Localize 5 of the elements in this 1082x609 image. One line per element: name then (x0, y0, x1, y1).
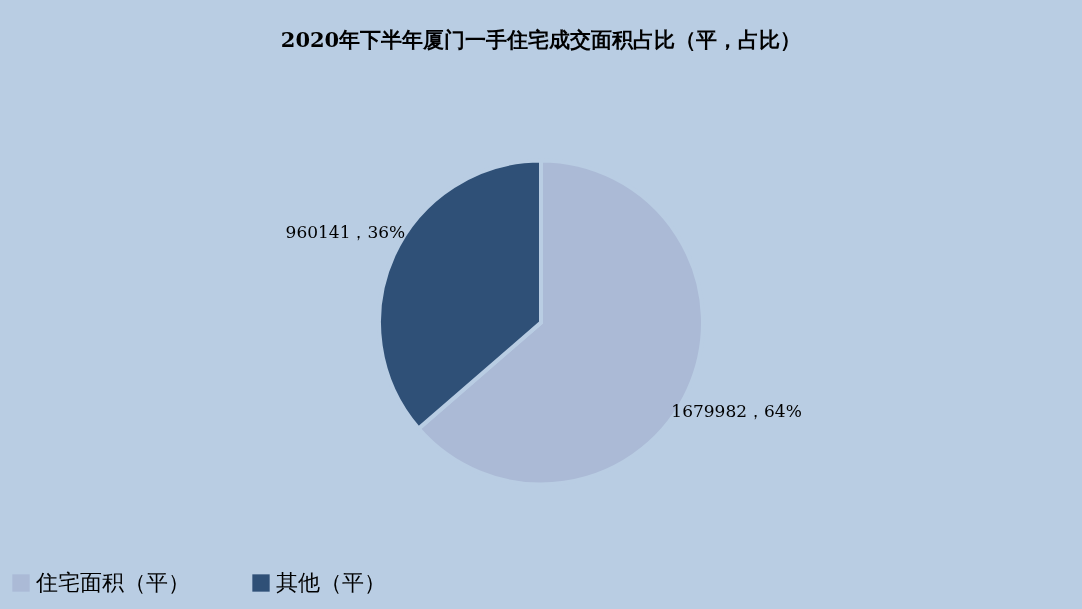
data-label: 1679982，64% (671, 400, 802, 421)
data-label: 960141，36% (285, 222, 406, 243)
legend-label: 其他（平） (276, 570, 386, 595)
chart-title: 2020年下半年厦门一手住宅成交面积占比（平，占比） (280, 27, 802, 52)
legend-label: 住宅面积（平） (35, 570, 190, 595)
